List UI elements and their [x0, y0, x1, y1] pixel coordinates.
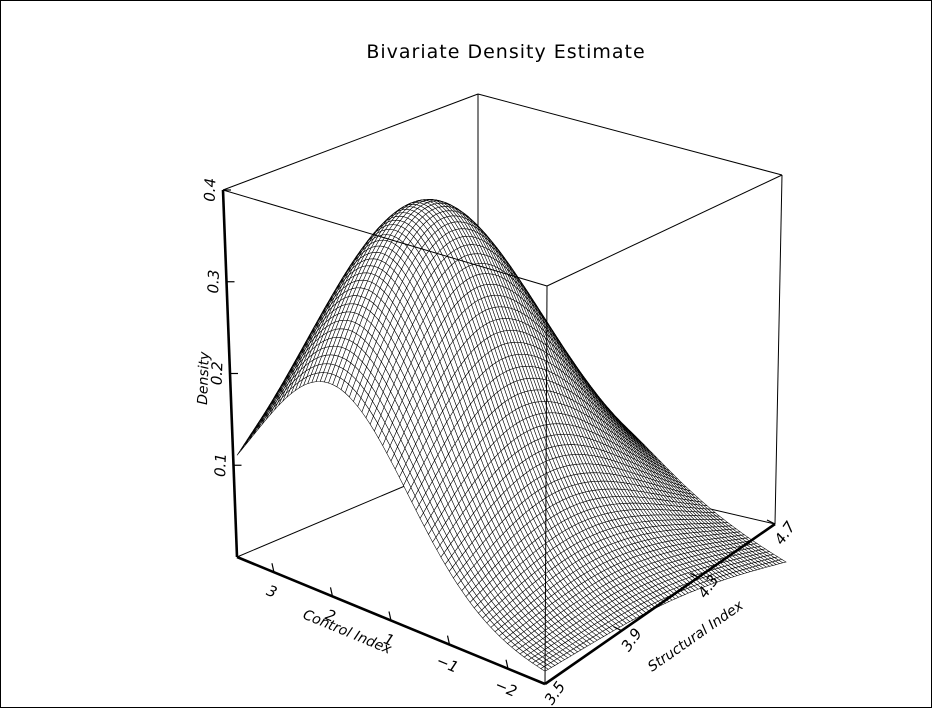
density-surface: [236, 199, 787, 672]
